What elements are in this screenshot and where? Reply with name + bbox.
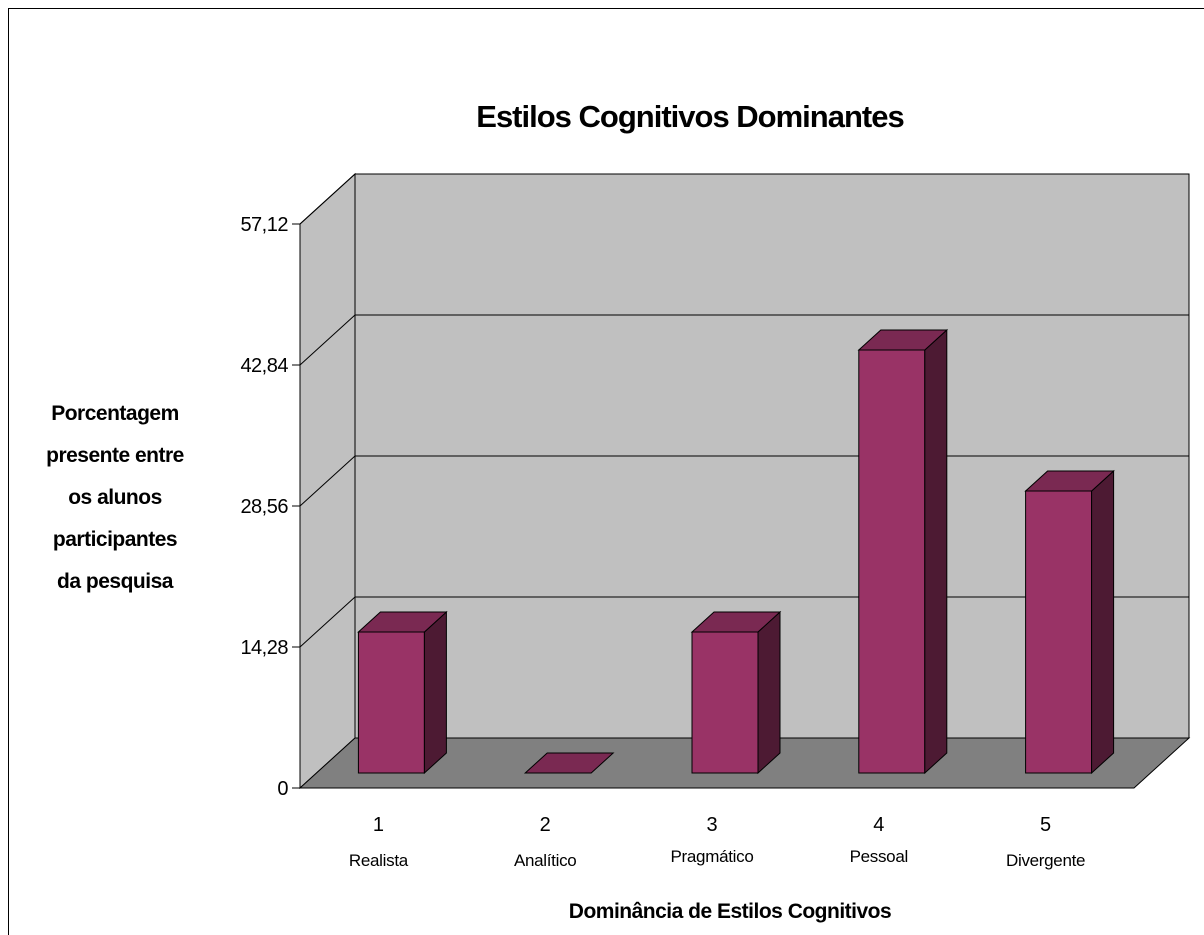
bar-front bbox=[1025, 490, 1093, 774]
gridline-side bbox=[299, 314, 356, 366]
gridline-side bbox=[299, 596, 356, 648]
bar bbox=[357, 610, 448, 775]
gridline-side bbox=[299, 455, 356, 507]
y-axis-title-line: presente entre bbox=[46, 444, 184, 467]
bar-side bbox=[924, 328, 948, 775]
bar-front bbox=[858, 349, 926, 774]
bar bbox=[523, 752, 615, 774]
y-tick-label: 57,12 bbox=[240, 214, 288, 236]
bar bbox=[690, 610, 782, 775]
x-tick-label: 1 bbox=[373, 814, 384, 836]
bar-side bbox=[423, 610, 447, 775]
x-category-name: Realista bbox=[349, 851, 409, 870]
bar-front bbox=[357, 631, 425, 774]
y-axis-title-line: os alunos bbox=[68, 486, 162, 509]
bar-side bbox=[1091, 469, 1115, 775]
chart-title: Estilos Cognitivos Dominantes bbox=[476, 99, 903, 134]
bars bbox=[357, 328, 1115, 775]
y-axis-title-line: Porcentagem bbox=[51, 402, 179, 425]
x-axis-labels: 1 Realista 2 Analítico 3 Pragmático 4 Pessoal 5 D… bbox=[349, 814, 1086, 870]
gridlines bbox=[299, 173, 1189, 648]
y-tick-label: 0 bbox=[277, 778, 288, 800]
x-tick-label: 3 bbox=[706, 814, 717, 836]
x-category-name: Divergente bbox=[1006, 851, 1085, 870]
bar-side bbox=[757, 610, 781, 775]
x-axis-title: Dominância de Estilos Cognitivos bbox=[569, 900, 891, 923]
bar-top bbox=[690, 611, 782, 633]
gridline-side bbox=[299, 173, 356, 225]
bar-top bbox=[523, 752, 615, 774]
y-tick-label: 14,28 bbox=[240, 637, 288, 659]
chart-frame bbox=[8, 8, 1204, 935]
y-axis-title-line: participantes bbox=[53, 528, 177, 551]
bar bbox=[857, 328, 949, 775]
x-category-name: Analítico bbox=[514, 851, 577, 870]
y-tick-label: 42,84 bbox=[240, 355, 288, 377]
y-tick-label: 28,56 bbox=[240, 496, 288, 518]
y-axis-title-line: da pesquisa bbox=[57, 570, 174, 593]
x-category-name: Pragmático bbox=[671, 847, 754, 866]
x-tick-label: 5 bbox=[1040, 814, 1051, 836]
x-tick-label: 4 bbox=[873, 814, 884, 836]
bar-top bbox=[357, 611, 448, 633]
bar-front bbox=[691, 631, 759, 774]
y-axis-ticks: 0 14,28 28,56 42,84 57,12 bbox=[240, 214, 301, 800]
bar bbox=[1024, 469, 1115, 775]
x-category-name: Pessoal bbox=[850, 847, 908, 866]
bar-top bbox=[1024, 470, 1115, 492]
bar-top bbox=[857, 329, 949, 351]
y-axis-title: Porcentagem presente entre os alunos par… bbox=[46, 402, 184, 593]
x-tick-label: 2 bbox=[540, 814, 551, 836]
